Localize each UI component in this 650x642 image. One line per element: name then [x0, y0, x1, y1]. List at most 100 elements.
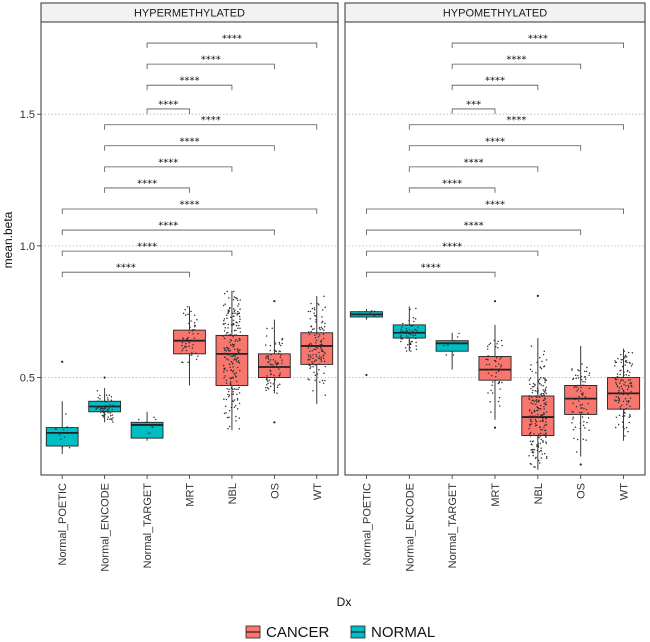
jitter-point	[109, 403, 111, 406]
jitter-point	[323, 326, 326, 328]
jitter-point	[315, 346, 317, 349]
jitter-point	[624, 381, 626, 384]
jitter-point	[498, 381, 500, 384]
jitter-point	[498, 396, 501, 399]
jitter-point	[232, 336, 234, 338]
jitter-point	[319, 357, 321, 360]
jitter-point	[542, 389, 544, 391]
jitter-point	[545, 359, 548, 361]
outlier-point	[273, 421, 276, 424]
jitter-point	[233, 372, 235, 375]
significance-label: ****	[222, 34, 242, 45]
jitter-point	[493, 339, 496, 342]
jitter-point	[617, 401, 620, 404]
jitter-point	[318, 355, 321, 357]
jitter-point	[308, 364, 311, 366]
jitter-point	[239, 308, 241, 310]
jitter-point	[223, 323, 225, 326]
jitter-point	[412, 316, 415, 319]
jitter-point	[538, 436, 540, 439]
jitter-point	[320, 341, 323, 343]
jitter-point	[231, 399, 234, 402]
jitter-point	[224, 303, 226, 305]
jitter-point	[229, 383, 232, 386]
jitter-point	[618, 389, 620, 392]
jitter-point	[237, 388, 239, 391]
jitter-point	[314, 374, 317, 376]
jitter-point	[223, 319, 225, 322]
jitter-point	[541, 414, 544, 417]
x-axis-title: Dx	[337, 595, 352, 609]
jitter-point	[545, 386, 548, 389]
jitter-point	[281, 362, 283, 364]
significance-bracket: ****	[408, 136, 582, 151]
legend-item-normal: NORMAL	[350, 624, 435, 641]
jitter-point	[627, 392, 629, 394]
jitter-point	[187, 336, 189, 339]
jitter-point	[542, 417, 544, 420]
jitter-point	[277, 366, 279, 368]
jitter-point	[578, 369, 580, 372]
jitter-point	[229, 349, 232, 352]
jitter-point	[543, 408, 545, 410]
jitter-point	[191, 330, 194, 332]
jitter-point	[624, 355, 626, 358]
jitter-point	[545, 403, 547, 406]
jitter-point	[487, 358, 489, 361]
jitter-point	[196, 318, 198, 321]
jitter-point	[324, 306, 326, 308]
jitter-point	[315, 355, 318, 358]
jitter-point	[229, 339, 232, 341]
jitter-point	[266, 384, 268, 386]
jitter-point	[619, 380, 622, 382]
jitter-point	[499, 358, 501, 360]
significance-bracket: ****	[61, 242, 233, 257]
significance-bracket: ****	[366, 221, 582, 236]
jitter-point	[584, 427, 586, 429]
jitter-point	[534, 416, 536, 418]
jitter-point	[111, 414, 114, 416]
jitter-point	[535, 399, 538, 401]
jitter-point	[501, 344, 503, 347]
jitter-point	[232, 290, 235, 293]
jitter-point	[232, 345, 234, 347]
jitter-point	[540, 457, 543, 459]
jitter-point	[235, 334, 238, 336]
jitter-point	[626, 400, 628, 402]
jitter-point	[544, 389, 547, 392]
jitter-point	[234, 312, 236, 314]
jitter-point	[627, 401, 629, 404]
significance-label: ****	[158, 221, 178, 232]
jitter-point	[312, 354, 314, 356]
bracket-line	[61, 250, 233, 257]
jitter-point	[574, 398, 577, 401]
jitter-point	[614, 378, 617, 381]
jitter-point	[579, 422, 582, 424]
jitter-point	[229, 382, 232, 384]
jitter-point	[538, 450, 541, 453]
jitter-point	[194, 328, 196, 331]
jitter-point	[266, 365, 268, 368]
jitter-point	[531, 451, 534, 454]
jitter-point	[400, 330, 402, 332]
jitter-point	[193, 324, 196, 327]
jitter-point	[322, 357, 325, 360]
jitter-point	[197, 332, 199, 335]
jitter-point	[273, 389, 275, 392]
jitter-point	[313, 360, 316, 363]
jitter-point	[227, 390, 230, 393]
jitter-point	[230, 406, 233, 409]
jitter-point	[542, 377, 545, 379]
significance-label: ****	[485, 199, 505, 210]
jitter-point	[107, 416, 110, 418]
jitter-point	[188, 322, 190, 325]
box-os	[564, 345, 598, 466]
significance-bracket: ****	[408, 178, 496, 193]
jitter-point	[112, 417, 114, 419]
jitter-point	[275, 350, 278, 353]
jitter-point	[100, 400, 103, 403]
jitter-point	[230, 377, 233, 379]
box-body	[521, 395, 555, 436]
jitter-point	[100, 411, 102, 413]
significance-bracket: ****	[451, 55, 582, 70]
